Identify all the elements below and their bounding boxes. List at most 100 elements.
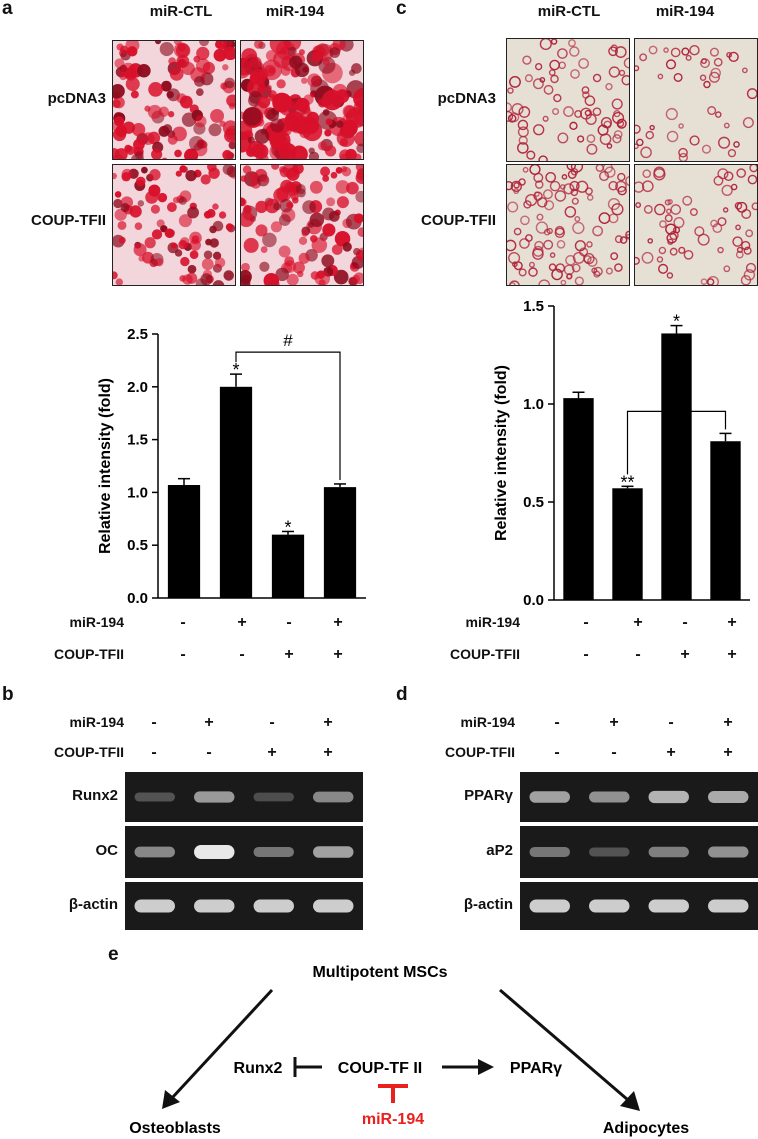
lipid-droplet (615, 180, 627, 193)
lipid-droplet (524, 74, 533, 83)
stain-deposit (265, 84, 272, 92)
lipid-droplet (743, 246, 752, 255)
lipid-droplet (653, 168, 666, 181)
gel-band (253, 899, 294, 913)
stain-deposit (292, 261, 305, 274)
lipid-droplet (523, 200, 532, 209)
lipid-droplet (586, 143, 598, 155)
lipid-droplet (635, 202, 642, 208)
lipid-droplet (576, 180, 589, 193)
bar (323, 487, 357, 598)
lipid-droplet (528, 261, 535, 268)
bar (219, 386, 253, 598)
lipid-droplet (542, 189, 553, 200)
lipid-droplet (553, 93, 562, 103)
stain-deposit (314, 270, 331, 285)
lipid-droplet (543, 200, 555, 211)
stain-deposit (322, 109, 330, 116)
lipid-droplet (735, 250, 744, 259)
schematic-e: Multipotent MSCs COUP-TF II Runx2 PPARγ … (129, 964, 689, 1137)
lipid-droplet (534, 240, 544, 251)
lipid-droplet (751, 202, 757, 211)
lipid-droplet (635, 256, 640, 265)
lipid-droplet (539, 39, 552, 51)
stain-deposit (271, 165, 280, 170)
stain-deposit (241, 197, 246, 207)
lipid-droplet (572, 221, 585, 235)
lipid-droplet (517, 119, 529, 131)
stain-deposit (120, 203, 130, 213)
lipid-droplet (510, 180, 522, 193)
stain-deposit (131, 122, 146, 137)
lipid-droplet (603, 120, 612, 129)
lipid-droplet (743, 269, 756, 281)
lipid-droplet (550, 39, 558, 45)
stain-deposit (223, 270, 234, 281)
stain-deposit (278, 166, 286, 173)
gel-d-ap2 (520, 826, 758, 878)
stain-deposit (212, 203, 219, 210)
lipid-droplet (569, 46, 580, 57)
bracket-label: # (672, 390, 682, 409)
gel-band (313, 899, 354, 913)
panel-d-coup-label: COUP-TFII (445, 744, 515, 760)
stain-deposit (189, 239, 201, 251)
panel-e-letter: e (108, 944, 119, 965)
lipid-droplet (595, 165, 604, 172)
lipid-droplet (707, 106, 717, 116)
gel-band (708, 791, 749, 803)
stain-deposit (113, 96, 125, 109)
stain-deposit (298, 236, 308, 246)
comparison-bracket (626, 410, 727, 475)
stain-deposit (166, 91, 174, 99)
lipid-droplet (669, 230, 679, 240)
stain-deposit (336, 128, 355, 148)
stain-deposit (134, 222, 143, 230)
gel-band (648, 846, 689, 858)
chart-c-mir-label: miR-194 (465, 614, 520, 630)
lipid-droplet (543, 239, 554, 250)
panel-d-mir-sign: + (609, 714, 619, 731)
stain-deposit (321, 254, 335, 268)
stain-deposit (223, 46, 235, 61)
stain-deposit (335, 166, 343, 174)
stain-deposit (130, 90, 139, 99)
lipid-droplet (614, 263, 623, 272)
stain-deposit (179, 165, 187, 173)
lipid-droplet (549, 252, 556, 258)
gel-band (134, 792, 175, 802)
stain-deposit (113, 172, 117, 180)
gel-d-label-actin: β-actin (463, 896, 513, 913)
stain-deposit (353, 87, 363, 109)
stain-deposit (265, 50, 277, 62)
lipid-droplet (576, 135, 585, 143)
lipid-droplet (561, 174, 568, 180)
gel-b-runx2 (125, 772, 363, 822)
stain-deposit (173, 42, 190, 58)
stain-deposit (307, 221, 314, 228)
lipid-droplet (683, 249, 694, 260)
stain-deposit (121, 172, 131, 182)
stain-deposit (270, 221, 282, 233)
stain-deposit (263, 272, 280, 285)
lipid-droplet (741, 208, 752, 219)
stain-deposit (303, 94, 314, 105)
lipid-droplet (715, 111, 722, 118)
lipid-droplet (583, 255, 592, 264)
chart-a-mir-sign: + (237, 614, 247, 631)
lipid-droplet (580, 107, 593, 120)
lipid-droplet (535, 221, 549, 234)
lipid-droplet (610, 252, 619, 261)
lipid-droplet (670, 47, 681, 58)
stain-deposit (310, 235, 318, 243)
gel-band (529, 791, 570, 803)
stain-deposit (222, 64, 229, 71)
lipid-droplet (518, 268, 527, 277)
lipid-droplet (557, 132, 569, 144)
panel-a-row-head-pcdna3: pcDNA3 (47, 90, 106, 107)
lipid-droplet (742, 117, 754, 129)
stain-deposit (215, 41, 227, 50)
stain-deposit (322, 89, 343, 111)
micrograph-bg (635, 39, 757, 161)
stain-deposit (114, 191, 122, 198)
